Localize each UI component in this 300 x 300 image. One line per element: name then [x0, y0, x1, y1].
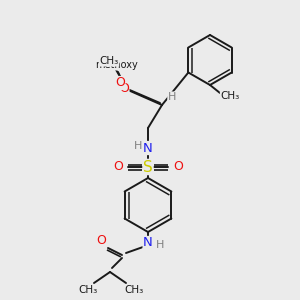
Text: CH₃: CH₃	[124, 285, 144, 295]
Text: O: O	[113, 160, 123, 173]
Text: N: N	[143, 236, 153, 250]
Text: O: O	[115, 76, 125, 89]
Text: CH₃: CH₃	[220, 91, 240, 101]
Text: S: S	[143, 160, 153, 175]
Text: O: O	[119, 82, 129, 94]
Text: methoxy: methoxy	[105, 61, 111, 63]
Text: O: O	[96, 235, 106, 248]
Text: N: N	[143, 142, 153, 154]
Text: CH₃: CH₃	[78, 285, 98, 295]
Text: H: H	[168, 92, 176, 102]
Text: O: O	[173, 160, 183, 173]
Text: methoxy: methoxy	[94, 60, 137, 70]
Text: CH₃: CH₃	[99, 56, 119, 66]
Text: H: H	[134, 141, 142, 151]
Text: H: H	[156, 240, 164, 250]
